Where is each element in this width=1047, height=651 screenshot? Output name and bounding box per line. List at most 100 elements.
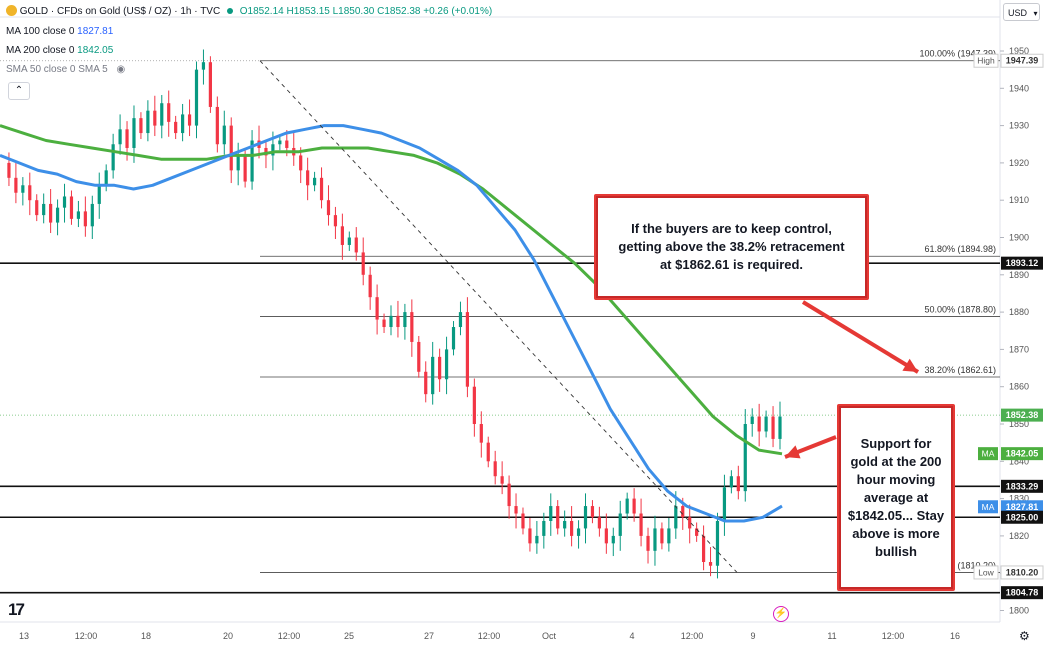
x-tick-label: 12:00 [478, 631, 501, 641]
arrow-to-38-retracement-shaft [801, 300, 920, 374]
candle-body [715, 520, 720, 566]
candle-body [104, 170, 108, 186]
candle-body [514, 506, 518, 514]
x-tick-label: 27 [424, 631, 434, 641]
candle-body [604, 528, 608, 544]
collapse-legend-button[interactable]: ⌃ [8, 82, 30, 100]
candle-body [146, 110, 150, 134]
candle-body [264, 147, 268, 156]
candle-body [646, 535, 650, 551]
price-tag-value: 1842.05 [1006, 449, 1039, 459]
eye-hidden-icon[interactable]: ◉ [116, 64, 126, 75]
price-tag-value: 1827.81 [1006, 502, 1039, 512]
price-tag-box [1000, 565, 1044, 580]
candle-body [49, 203, 53, 223]
y-tick-label: 1930 [1009, 121, 1029, 131]
price-tag-prefix-text: Low [978, 567, 994, 577]
candle-body [736, 476, 740, 492]
candle-body [667, 528, 671, 544]
x-tick-label: 13 [19, 631, 29, 641]
candle-body [7, 162, 11, 178]
candle-body [229, 125, 233, 171]
candle-body [722, 487, 727, 521]
candle-body [125, 129, 129, 148]
x-tick-label: Oct [542, 631, 557, 641]
y-tick-label: 1910 [1009, 195, 1029, 205]
x-tick-label: 12:00 [882, 631, 905, 641]
candle-body [632, 498, 636, 514]
x-tick-label: 25 [344, 631, 354, 641]
ohlc-values: O1852.14 H1853.15 L1850.30 C1852.38 +0.2… [239, 6, 493, 17]
x-tick-label: 12:00 [278, 631, 301, 641]
x-tick-label: 11 [827, 631, 836, 641]
candle-body [708, 562, 713, 566]
currency-label: USD [1008, 8, 1028, 18]
candle-body [451, 327, 456, 350]
candle-body [160, 103, 164, 126]
candle-body [549, 506, 553, 521]
lightning-icon[interactable]: ⚡ [773, 606, 789, 622]
candle-body [472, 386, 476, 424]
symbol-title[interactable]: GOLD · CFDs on Gold (US$ / OZ) · 1h · TV… [19, 6, 221, 17]
candle-body [521, 513, 525, 529]
y-tick-label: 1890 [1009, 270, 1029, 280]
ma100-legend[interactable]: MA 100 close 0 1827.81 [6, 26, 113, 37]
candle-body [431, 356, 435, 395]
ma200-legend[interactable]: MA 200 close 0 1842.05 [6, 45, 113, 56]
candle-body [194, 69, 199, 126]
candle-body [326, 200, 331, 216]
callout-200-ma-support: Support for gold at the 200 hour moving … [837, 404, 955, 591]
x-tick-label: 20 [223, 631, 233, 641]
candle-body [625, 498, 629, 514]
callout-top-text: If the buyers are to keep control, getti… [618, 221, 845, 272]
candle-body [153, 110, 157, 126]
candle-body [757, 416, 761, 432]
y-tick-label: 1830 [1009, 494, 1029, 504]
fib-level-label: 38.20% (1862.61) [924, 365, 996, 375]
candle-body [389, 315, 393, 328]
candle-body [535, 535, 539, 544]
ma100-label: MA 100 close 0 [6, 26, 75, 37]
candle-body [236, 155, 240, 171]
arrow-to-38-retracement-head [902, 358, 918, 372]
candle-body [556, 506, 560, 529]
candle-body [681, 506, 685, 518]
fib-level-label: 100.00% (1947.39) [919, 49, 996, 59]
candle-body [90, 203, 94, 227]
candle-body [319, 177, 324, 201]
price-tag-prefix-text: MA [982, 449, 995, 459]
currency-select[interactable]: USD ▾ [1003, 3, 1040, 21]
tradingview-logo[interactable]: 17 [8, 600, 25, 619]
candle-body [42, 203, 46, 216]
candle-body [132, 118, 136, 148]
sma-label: SMA 50 close 0 SMA 5 [6, 64, 108, 75]
candle-body [417, 341, 421, 372]
candle-body [250, 140, 254, 182]
price-tag-value: 1947.39 [1006, 56, 1039, 66]
x-tick-label: 12:00 [681, 631, 704, 641]
ma200-value: 1842.05 [77, 45, 114, 56]
candle-body [542, 520, 546, 536]
price-tag-box [1001, 500, 1043, 514]
candle-body [590, 506, 595, 518]
candle-body [187, 114, 192, 126]
candle-body [493, 461, 497, 477]
y-tick-label: 1800 [1009, 606, 1029, 616]
price-tag-prefix [978, 500, 998, 514]
settings-gear-icon[interactable]: ⚙ [1019, 629, 1030, 643]
price-tag-box [1000, 53, 1044, 68]
candle-body [243, 155, 247, 182]
x-tick-label: 9 [750, 631, 755, 641]
candle-body [21, 185, 25, 193]
candle-body [771, 416, 775, 439]
candle-body [597, 517, 601, 529]
price-tag-value: 1893.12 [1006, 258, 1039, 268]
price-tag-box [1001, 256, 1043, 270]
sma-legend[interactable]: SMA 50 close 0 SMA 5 ◉ [6, 64, 125, 75]
candle-body [729, 476, 733, 488]
candle-body [618, 513, 622, 536]
y-tick-label: 1880 [1009, 307, 1029, 317]
candle-body [701, 535, 706, 563]
arrow-to-200-ma-head [785, 445, 801, 459]
